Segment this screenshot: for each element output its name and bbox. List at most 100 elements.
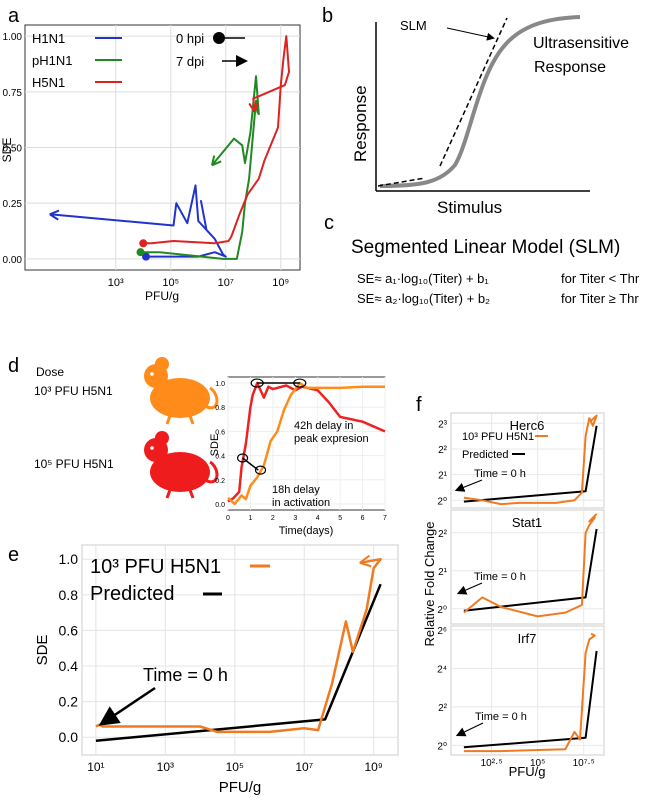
f-series-line (463, 513, 598, 618)
f-annotation: Time = 0 h (474, 571, 526, 583)
f-subplot-title: Herc6 (510, 418, 545, 433)
c-eq2: SE≈ a₂·log₁₀(Titer) + b₂ (357, 291, 490, 306)
a-series-start-dot (139, 239, 148, 248)
a-series-start-dot (136, 248, 145, 257)
f-ytick-label: 2⁰ (437, 605, 447, 616)
a-ytick-label: 0.25 (3, 199, 23, 210)
panel-d-mice: Dose 10³ PFU H5N1 10⁵ PFU H5N1 (34, 357, 219, 499)
panel-d-chart: 0 1 2 3 4 5 6 7 0.0 0.2 0.4 0.6 0.8 1.0 Time(days) SDE (209, 376, 387, 537)
f-annotation: Time = 0 h (474, 468, 526, 480)
e-xtick-label: 10³ (157, 760, 174, 774)
f-ytick-label: 2⁰ (437, 741, 447, 752)
d-mouse2-label: 10⁵ PFU H5N1 (34, 457, 114, 471)
a-series-end-arrow (49, 209, 60, 221)
b-curve-label: Ultrasensitive (533, 35, 629, 52)
panel-a-chart: 10³ 10⁵ 10⁷ 10⁹ 0.00 0.25 0.50 0.75 1.00 PFU/g SDE… (0, 24, 301, 303)
d-xtick-label: 2 (271, 515, 275, 522)
f-ylabel: Relative Fold Change (422, 521, 437, 646)
e-annotation-arrow (98, 686, 156, 726)
f-series-line (463, 632, 596, 753)
d-ytick-label: 0.0 (215, 502, 225, 509)
f-ytick-label: 2³ (438, 419, 448, 430)
e-xtick-label: 10¹ (87, 760, 104, 774)
f-annotation-arrow (455, 722, 484, 737)
f-series-line (463, 528, 598, 612)
e-series-end-arrow (359, 554, 372, 568)
b-ylabel: Response (351, 85, 370, 162)
d-xtick-label: 6 (361, 515, 365, 522)
e-ytick-label: 0.6 (59, 622, 79, 638)
d-plot-area (227, 376, 386, 511)
panel-letter-b: b (322, 5, 333, 27)
panel-c-equations: Segmented Linear Model (SLM) SE≈ a₁·log₁… (351, 237, 640, 306)
f-subplot-title: Irf7 (518, 631, 537, 646)
e-xlabel: PFU/g (219, 779, 262, 796)
a-ytick-label: 0.00 (3, 255, 23, 266)
f-xtick-label: 10⁷·⁵ (573, 758, 595, 769)
f-xtick-label: 10⁵ (530, 758, 545, 769)
panel-letter-c: c (324, 212, 334, 234)
panel-letter-f: f (416, 394, 422, 416)
panel-e-chart: 10¹ 10³ 10⁵ 10⁷ 10⁹ 0.0 0.2 0.4 0.6 0.8 1.0 PFU/g SD… (34, 544, 399, 796)
e-plot-area (81, 544, 399, 756)
f-ytick-label: 2⁰ (437, 496, 447, 507)
b-sigmoid-curve (379, 15, 581, 188)
d-xlabel: Time(days) (279, 525, 334, 537)
f-xtick-label: 10²·⁵ (481, 758, 503, 769)
d-xtick-label: 4 (316, 515, 320, 522)
f-ytick-label: 2² (438, 445, 448, 456)
mouse-icon-red (144, 431, 219, 499)
f-annotation-arrow (456, 582, 483, 595)
panel-d-annotations: 42h delay in peak expresion 18h delay in… (272, 420, 369, 509)
a-legend-label: H1N1 (32, 31, 65, 46)
panel-f-chart: Relative Fold Change PFU/g 2⁰ 2¹ 2² 2³ Herc6 2⁰… (422, 412, 605, 779)
e-xtick-label: 10⁷ (295, 760, 313, 774)
d-peak-circle (250, 378, 264, 388)
f-subplot-title: Stat1 (512, 515, 542, 530)
panel-letter-d: d (8, 355, 19, 377)
e-xtick-label: 10⁹ (364, 760, 383, 774)
d-ann-act-2: in activation (272, 497, 330, 509)
d-xtick-label: 5 (338, 515, 342, 522)
e-series-line (95, 583, 382, 743)
d-xtick-label: 7 (383, 515, 387, 522)
a-ytick-label: 0.75 (3, 88, 23, 99)
f-series-line (463, 414, 598, 506)
d-ann-act: 18h delay (272, 484, 320, 496)
a-legend-label: H5N1 (32, 75, 65, 90)
e-xtick-label: 10⁵ (226, 760, 244, 774)
d-activation-circle (254, 465, 267, 475)
f-subplot-area (450, 509, 605, 625)
c-cond1: for Titer < Thr (561, 271, 640, 286)
f-annotation-arrow (454, 479, 483, 492)
e-ytick-label: 0.2 (59, 694, 79, 710)
panel-letter-a: a (8, 5, 20, 27)
a-xlabel: PFU/g (145, 289, 179, 303)
f-ytick-label: 2² (438, 703, 448, 714)
f-ytick-label: 2¹ (438, 567, 448, 578)
f-ytick-label: 2⁴ (437, 664, 447, 675)
e-ylabel: SDE (34, 635, 51, 666)
a-ytick-label: 1.00 (3, 32, 23, 43)
f-legend-label: 10³ PFU H5N1 (462, 431, 534, 443)
a-xtick-label: 10⁹ (272, 277, 289, 289)
a-series-end-arrow (248, 102, 260, 113)
a-xtick-label: 10³ (108, 277, 124, 289)
d-ytick-label: 0.4 (215, 454, 225, 461)
f-ytick-label: 2² (438, 529, 448, 540)
a-xtick-label: 10⁷ (218, 277, 234, 289)
a-series-end-arrow (211, 155, 222, 167)
d-ylabel: SDE (209, 434, 221, 457)
d-series-line (227, 381, 386, 503)
f-subplot-area (450, 625, 605, 756)
d-xtick-label: 3 (293, 515, 297, 522)
f-annotation: Time = 0 h (475, 711, 527, 723)
e-legend-label: 10³ PFU H5N1 (90, 556, 221, 578)
b-curve-label-2: Response (534, 59, 606, 76)
a-xtick-label: 10⁵ (162, 277, 179, 289)
a-legend-marker-label: 7 dpi (176, 54, 204, 69)
e-ytick-label: 0.0 (59, 729, 79, 745)
a-legend-dot (213, 32, 225, 44)
e-annotation: Time = 0 h (143, 665, 228, 685)
